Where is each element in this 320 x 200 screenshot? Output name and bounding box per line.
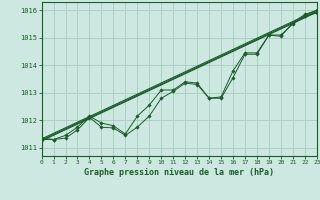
X-axis label: Graphe pression niveau de la mer (hPa): Graphe pression niveau de la mer (hPa)	[84, 168, 274, 177]
